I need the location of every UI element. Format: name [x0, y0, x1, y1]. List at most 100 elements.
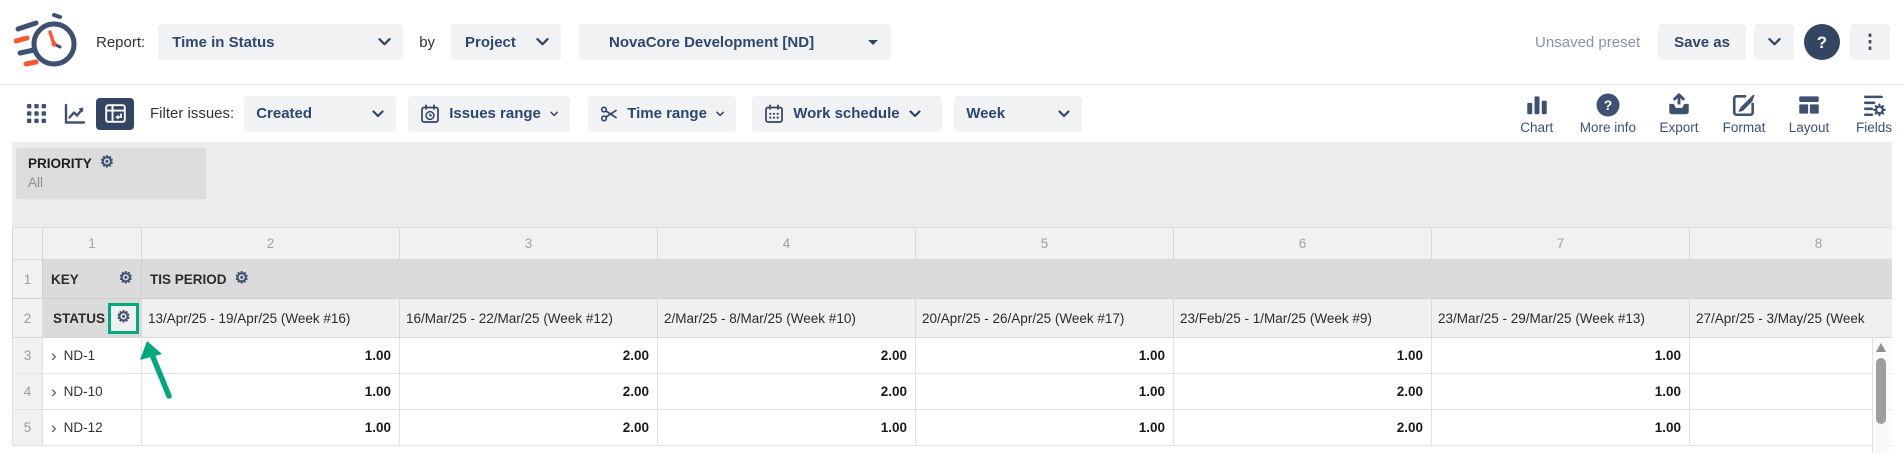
- value-cell: 1.00: [1173, 337, 1432, 374]
- chevron-down-icon: [716, 111, 724, 116]
- save-as-menu-button[interactable]: [1754, 24, 1794, 60]
- issue-key: ND-1: [63, 347, 96, 363]
- issues-range-button[interactable]: Issues range: [408, 95, 571, 132]
- period-header: 2/Mar/25 - 8/Mar/25 (Week #10): [657, 298, 916, 338]
- fields-gear-icon: [1864, 95, 1886, 117]
- key-gear-icon[interactable]: ⚙: [118, 270, 133, 287]
- column-number: 7: [1431, 227, 1690, 260]
- column-number: 6: [1173, 227, 1432, 260]
- priority-filter-chip[interactable]: PRIORITY ⚙ All: [16, 148, 206, 199]
- tis-period-gear-icon[interactable]: ⚙: [234, 270, 249, 287]
- value-cell: 1.00: [141, 409, 400, 446]
- project-select[interactable]: NovaCore Development [ND]: [579, 24, 892, 60]
- view-chart-button[interactable]: [58, 98, 90, 130]
- value-cell: 2.00: [657, 337, 916, 374]
- period-header: 23/Feb/25 - 1/Mar/25 (Week #9): [1173, 298, 1432, 338]
- chart-action-button[interactable]: Chart: [1515, 92, 1559, 135]
- svg-text:?: ?: [1604, 97, 1613, 113]
- vertical-scrollbar[interactable]: [1872, 338, 1889, 453]
- group-by-value: Project: [465, 33, 516, 51]
- scroll-up-arrow-icon[interactable]: [1876, 343, 1886, 352]
- issue-key-cell[interactable]: › ND-12: [42, 409, 142, 446]
- work-schedule-button[interactable]: Work schedule: [752, 95, 943, 132]
- project-value: NovaCore Development [ND]: [609, 33, 815, 51]
- help-button[interactable]: ?: [1804, 24, 1840, 60]
- question-circle-icon: ?: [1596, 93, 1620, 117]
- app-logo-stopwatch-icon: [14, 13, 77, 67]
- value-cell: [1689, 337, 1892, 374]
- expand-chevron-icon[interactable]: ›: [51, 381, 57, 401]
- calendar-clock-icon: [421, 103, 440, 123]
- scissors-icon: [601, 105, 618, 121]
- fields-button[interactable]: Fields: [1852, 92, 1896, 135]
- row-number: 5: [12, 409, 43, 446]
- group-by-select[interactable]: Project: [451, 24, 562, 60]
- action-label: Fields: [1855, 120, 1892, 135]
- priority-label: PRIORITY: [28, 155, 92, 171]
- expand-chevron-icon[interactable]: ›: [51, 417, 57, 437]
- priority-gear-icon[interactable]: ⚙: [99, 154, 115, 171]
- question-icon: ?: [1817, 33, 1827, 52]
- corner-cell: [12, 227, 43, 260]
- key-column-header: KEY ⚙: [42, 259, 142, 299]
- row-number: 4: [12, 373, 43, 410]
- layout-icon: [1799, 96, 1819, 114]
- view-grid-button[interactable]: [20, 98, 52, 130]
- column-number-row: 1 2 3 4 5 6 7 8: [12, 227, 1892, 260]
- save-as-button[interactable]: Save as: [1658, 24, 1746, 60]
- action-label: Format: [1722, 120, 1766, 135]
- value-cell: 2.00: [1173, 373, 1432, 410]
- period-header: 27/Apr/25 - 3/May/25 (Week: [1689, 298, 1892, 338]
- value-cell: 1.00: [915, 337, 1174, 374]
- export-button[interactable]: Export: [1657, 92, 1701, 135]
- value-cell: 1.00: [1431, 337, 1690, 374]
- layout-button[interactable]: Layout: [1787, 92, 1831, 135]
- kebab-icon: ⋮: [1860, 31, 1880, 53]
- period-select[interactable]: Week: [954, 95, 1083, 132]
- work-schedule-label: Work schedule: [793, 105, 900, 122]
- report-type-select[interactable]: Time in Status: [158, 24, 404, 60]
- column-number: 4: [657, 227, 916, 260]
- period-header: 20/Apr/25 - 26/Apr/25 (Week #17): [915, 298, 1174, 338]
- status-header-row: 2 STATUS ⚙ 13/Apr/25 - 19/Apr/25 (Week #…: [12, 298, 1892, 338]
- value-cell: [1689, 409, 1892, 446]
- toolbar-actions: Chart ? More info Export Format: [1515, 92, 1904, 135]
- column-number: 1: [42, 227, 142, 260]
- more-menu-button[interactable]: ⋮: [1850, 24, 1890, 60]
- report-label: Report:: [96, 33, 146, 51]
- format-button[interactable]: Format: [1722, 92, 1766, 135]
- status-column-header: STATUS ⚙: [42, 298, 142, 338]
- annotation-box: ⚙: [108, 302, 139, 334]
- chevron-down-icon: [550, 111, 558, 116]
- column-number: 5: [915, 227, 1174, 260]
- filter-created-select[interactable]: Created: [244, 95, 397, 132]
- value-cell: 2.00: [1173, 409, 1432, 446]
- format-icon: [1732, 94, 1755, 117]
- value-cell: 2.00: [399, 373, 658, 410]
- value-cell: 1.00: [915, 409, 1174, 446]
- scrollbar-thumb[interactable]: [1876, 358, 1886, 424]
- chevron-down-icon: [1058, 109, 1070, 117]
- issue-key: ND-12: [63, 419, 103, 435]
- preset-status: Unsaved preset: [1535, 33, 1641, 51]
- app-header: Report: Time in Status by Project NovaCo…: [0, 0, 1904, 85]
- value-cell: 1.00: [141, 337, 400, 374]
- view-pivot-button[interactable]: [96, 97, 134, 130]
- column-number: 3: [399, 227, 658, 260]
- issue-key-cell[interactable]: › ND-10: [42, 373, 142, 410]
- action-label: More info: [1579, 120, 1636, 135]
- expand-chevron-icon[interactable]: ›: [51, 345, 57, 365]
- chevron-down-icon: [1767, 38, 1781, 46]
- chevron-down-icon: [372, 109, 384, 117]
- value-cell: 1.00: [141, 373, 400, 410]
- action-label: Export: [1659, 120, 1699, 135]
- key-header-label: KEY: [51, 271, 79, 287]
- time-range-button[interactable]: Time range: [588, 95, 737, 132]
- status-gear-icon[interactable]: ⚙: [116, 309, 131, 326]
- value-cell: [1689, 373, 1892, 410]
- table-row: 4 › ND-10 1.00 2.00 2.00 1.00 2.00 1.00: [12, 373, 1892, 410]
- chevron-down-icon: [909, 109, 921, 117]
- issue-key-cell[interactable]: › ND-1: [42, 337, 142, 374]
- pivot-table-icon: [104, 104, 126, 123]
- more-info-button[interactable]: ? More info: [1580, 92, 1636, 135]
